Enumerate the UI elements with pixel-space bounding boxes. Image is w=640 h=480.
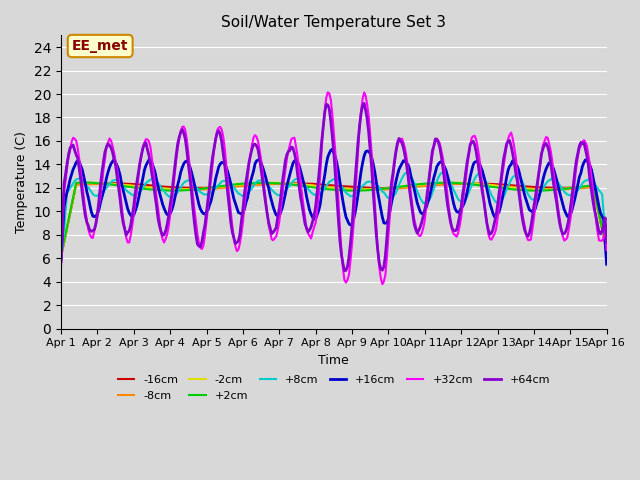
+2cm	[160, 188, 168, 193]
-16cm	[400, 184, 408, 190]
+16cm	[328, 146, 336, 152]
+2cm	[538, 188, 545, 193]
+16cm	[369, 161, 377, 167]
-16cm	[160, 184, 168, 190]
-8cm	[368, 187, 376, 192]
-8cm	[72, 182, 80, 188]
+2cm	[81, 180, 89, 185]
-8cm	[398, 185, 406, 191]
Line: -16cm: -16cm	[61, 183, 607, 257]
+64cm	[57, 259, 65, 264]
-16cm	[388, 185, 396, 191]
+64cm	[389, 171, 397, 177]
-16cm	[57, 254, 65, 260]
+32cm	[369, 173, 377, 179]
+16cm	[72, 159, 80, 165]
+32cm	[159, 236, 166, 242]
-2cm	[57, 253, 65, 259]
+32cm	[539, 142, 547, 148]
-2cm	[72, 180, 80, 186]
+2cm	[369, 187, 377, 193]
Line: -2cm: -2cm	[61, 182, 607, 256]
Line: +2cm: +2cm	[61, 182, 607, 256]
+2cm	[388, 185, 396, 191]
+64cm	[603, 240, 611, 245]
-8cm	[603, 248, 611, 253]
+32cm	[401, 146, 409, 152]
+16cm	[538, 184, 545, 190]
-16cm	[538, 184, 545, 190]
+32cm	[378, 281, 386, 287]
+8cm	[368, 180, 376, 185]
+8cm	[159, 187, 166, 192]
+2cm	[603, 246, 611, 252]
+32cm	[603, 247, 611, 253]
-2cm	[459, 180, 467, 185]
+64cm	[360, 100, 368, 106]
+2cm	[72, 180, 80, 186]
-2cm	[159, 186, 166, 192]
-2cm	[603, 247, 611, 252]
+32cm	[57, 264, 65, 269]
+16cm	[159, 201, 166, 207]
-2cm	[368, 186, 376, 192]
+8cm	[538, 188, 545, 194]
+8cm	[57, 260, 65, 266]
Line: +16cm: +16cm	[61, 149, 607, 264]
+16cm	[603, 262, 611, 267]
+16cm	[388, 200, 396, 206]
+32cm	[72, 138, 80, 144]
+8cm	[403, 170, 410, 176]
-16cm	[369, 185, 377, 191]
Text: EE_met: EE_met	[72, 39, 129, 53]
+64cm	[539, 145, 547, 151]
+32cm	[389, 177, 397, 182]
Line: +8cm: +8cm	[61, 173, 607, 263]
+8cm	[398, 175, 406, 181]
Y-axis label: Temperature (C): Temperature (C)	[15, 131, 28, 233]
Line: +64cm: +64cm	[61, 103, 607, 271]
Line: -8cm: -8cm	[61, 184, 607, 257]
+32cm	[324, 89, 332, 95]
Legend: -16cm, -8cm, -2cm, +2cm, +8cm, +16cm, +32cm, +64cm: -16cm, -8cm, -2cm, +2cm, +8cm, +16cm, +3…	[113, 371, 554, 405]
-16cm	[72, 181, 80, 187]
+64cm	[371, 211, 379, 216]
+8cm	[603, 244, 611, 250]
-2cm	[386, 185, 394, 191]
-8cm	[159, 185, 166, 191]
+16cm	[57, 256, 65, 262]
+8cm	[72, 177, 80, 182]
-16cm	[95, 180, 103, 186]
+64cm	[340, 268, 348, 274]
X-axis label: Time: Time	[319, 354, 349, 367]
-2cm	[538, 187, 545, 192]
Line: +32cm: +32cm	[61, 92, 607, 284]
Title: Soil/Water Temperature Set 3: Soil/Water Temperature Set 3	[221, 15, 446, 30]
-2cm	[398, 184, 406, 190]
-8cm	[386, 186, 394, 192]
-8cm	[57, 254, 65, 260]
+64cm	[159, 232, 166, 238]
+2cm	[400, 183, 408, 189]
+2cm	[57, 253, 65, 259]
-8cm	[538, 186, 545, 192]
-16cm	[603, 247, 611, 253]
+8cm	[386, 196, 394, 202]
+64cm	[401, 153, 409, 159]
-8cm	[459, 181, 467, 187]
+16cm	[400, 158, 408, 164]
+64cm	[72, 152, 80, 158]
